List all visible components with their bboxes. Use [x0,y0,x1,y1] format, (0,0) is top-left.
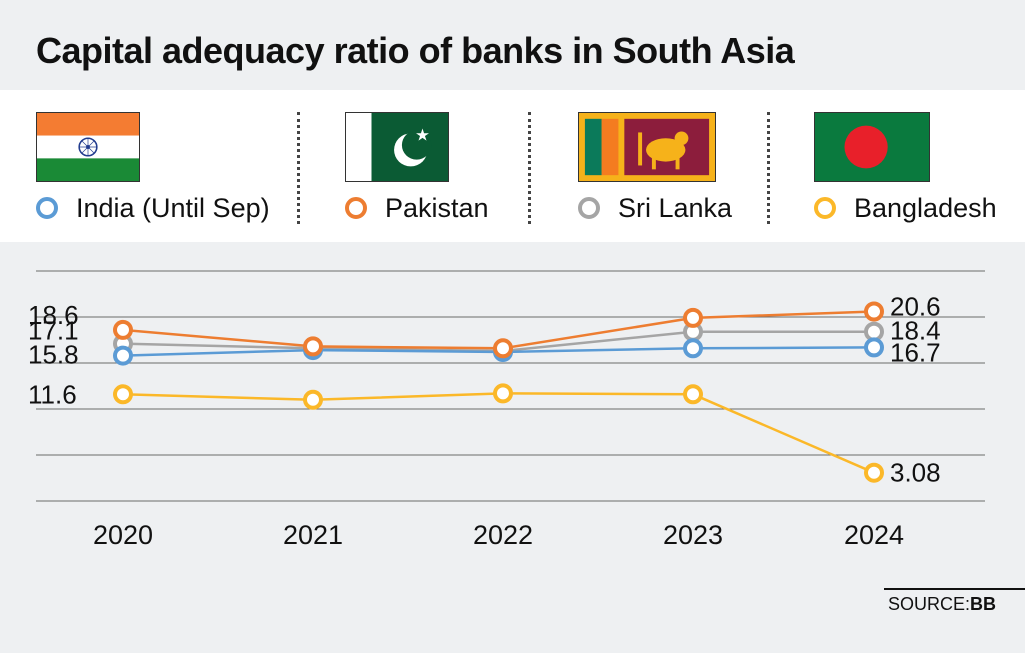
data-point [113,319,133,340]
legend-row-india: India (Until Sep) [36,190,270,226]
source-name: BB [970,594,997,614]
data-point [113,384,133,405]
data-point [303,389,323,410]
data-label: 15.8 [28,340,79,370]
legend-row-pakistan: Pakistan [345,190,489,226]
data-point [864,301,884,322]
title-bar: Capital adequacy ratio of banks in South… [0,0,1025,90]
india-marker-icon [36,197,58,219]
x-tick-label: 2022 [473,520,533,550]
data-point [683,384,703,405]
data-point [864,462,884,483]
data-label: 17.1 [28,316,79,346]
chart-title: Capital adequacy ratio of banks in South… [36,30,795,71]
data-point [864,337,884,358]
legend-label-pakistan: Pakistan [385,192,489,223]
source-rule [884,588,1025,590]
legend-row-sri-lanka: Sri Lanka [578,190,732,226]
bangladesh-flag-icon [814,112,930,182]
legend-label-india: India (Until Sep) [76,192,270,223]
data-label: 18.6 [28,300,79,330]
data-point [303,336,323,357]
x-tick-label: 2023 [663,520,723,550]
data-label: 20.6 [890,292,941,322]
legend-divider [297,112,300,224]
source-prefix: SOURCE: [888,594,971,614]
legend-row-bangladesh: Bangladesh [814,190,997,226]
india-flag-icon [36,112,140,182]
data-point [683,338,703,359]
x-tick-label: 2020 [93,520,153,550]
data-label: 3.08 [890,458,941,488]
line-chart: 2020 2021 2022 2023 2024 18.617.115.8 11.6 20.6… [28,270,985,550]
data-label: 16.7 [890,337,941,367]
data-point [493,338,513,359]
data-point [683,307,703,328]
x-tick-label: 2021 [283,520,343,550]
x-tick-label: 2024 [844,520,904,550]
bangladesh-marker-icon [814,197,836,219]
data-point [864,321,884,342]
data-label: 18.4 [890,316,941,346]
data-label: 11.6 [28,379,77,409]
legend-divider [767,112,770,224]
data-point [493,383,513,404]
series-line [122,392,875,474]
sri-lanka-marker-icon [578,197,600,219]
pakistan-flag-icon [345,112,449,182]
source-note: SOURCE:BB [888,594,996,615]
sri-lanka-flag-icon [578,112,716,182]
legend-divider [528,112,531,224]
pakistan-marker-icon [345,197,367,219]
legend-label-sri-lanka: Sri Lanka [618,192,733,223]
data-point [113,345,133,366]
legend: India (Until Sep) Pakistan [0,90,1025,242]
legend-label-bangladesh: Bangladesh [854,192,997,223]
